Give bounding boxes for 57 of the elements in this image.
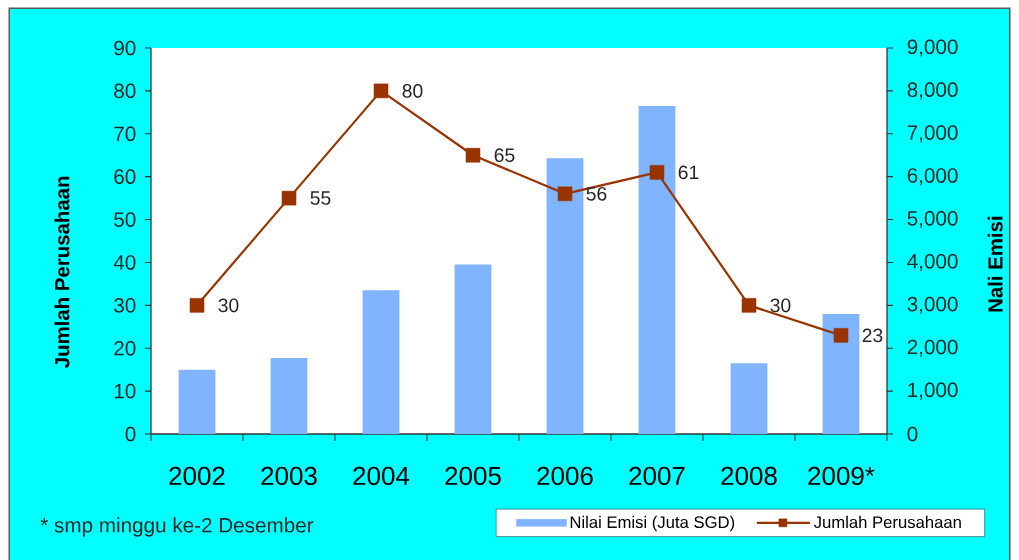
y2-tick-label: 3,000 [907, 296, 958, 314]
y-tick-label: 60 [114, 169, 136, 184]
point [465, 147, 481, 163]
y-tick-label: 20 [114, 340, 136, 356]
point [649, 165, 665, 180]
data-label: 80 [402, 84, 423, 98]
y-tick-label: 30 [114, 298, 136, 313]
x-tick-label: 2002 [169, 466, 225, 486]
y-tick-label: 80 [114, 83, 136, 99]
y-axis-title: Jumlah Perusahaan [54, 176, 70, 368]
y2-tick-label: 8,000 [907, 82, 958, 100]
data-label: 56 [586, 186, 607, 201]
data-label: 23 [862, 328, 883, 343]
bar [178, 369, 216, 434]
data-label: 30 [218, 298, 239, 313]
text: * smp minggu ke-2 Desember [40, 517, 314, 537]
legend-label: Jumlah Perusahaan [813, 515, 961, 529]
bar [270, 358, 308, 434]
point [373, 83, 389, 99]
data-label: 30 [770, 298, 791, 313]
x-tick-label: 2003 [261, 466, 317, 486]
y-tick-label: 50 [114, 212, 136, 227]
y-tick-label: 0 [125, 426, 136, 442]
y2-tick-label: 4,000 [907, 253, 958, 271]
x-tick-label: 2005 [445, 466, 501, 486]
y2-tick-label: 6,000 [907, 168, 958, 186]
y2-tick-label: 1,000 [908, 382, 958, 400]
y-tick-label: 70 [114, 126, 136, 142]
x-tick-label: 2009* [808, 466, 875, 486]
data-label: 61 [678, 165, 699, 180]
y-tick-label: 10 [114, 383, 136, 399]
data-label: 55 [310, 191, 331, 205]
point [281, 190, 297, 206]
point [833, 328, 849, 343]
y-tick-label: 40 [113, 255, 136, 270]
y2-tick-label: 0 [907, 426, 918, 442]
x-tick-label: 2006 [537, 466, 593, 486]
point [189, 298, 205, 313]
bar [454, 264, 492, 434]
point [557, 186, 573, 202]
x-tick-label: 2008 [721, 466, 777, 486]
x-tick-label: 2004 [353, 466, 410, 486]
y2-tick-label: 9,000 [907, 39, 958, 57]
y2-tick-label: 7,000 [907, 125, 958, 143]
bar [638, 105, 676, 434]
y2-tick-label: 2,000 [907, 339, 958, 357]
y2-axis-title: Nali Emisi [987, 216, 1003, 312]
point [741, 298, 757, 313]
data-label: 65 [494, 148, 515, 163]
bar [730, 363, 768, 434]
bar [362, 290, 400, 434]
bar [546, 158, 584, 434]
y-tick-label: 90 [114, 40, 136, 56]
y2-tick-label: 5,000 [907, 211, 958, 229]
legend-label: Nilai Emisi (Juta SGD) [570, 515, 735, 532]
x-tick-label: 2007 [629, 466, 685, 486]
bar [822, 313, 860, 434]
